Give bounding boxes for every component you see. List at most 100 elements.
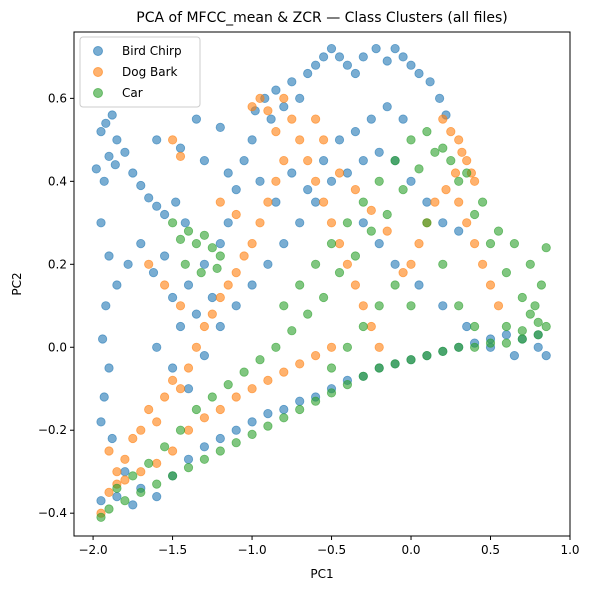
data-point <box>199 454 209 464</box>
data-point <box>196 267 206 278</box>
data-point <box>215 446 225 456</box>
data-point <box>152 458 162 468</box>
data-point <box>104 446 114 456</box>
x-tick-label: 0.0 <box>401 543 420 557</box>
data-point <box>358 52 368 62</box>
data-point <box>414 68 424 79</box>
data-point <box>279 239 289 249</box>
data-point <box>104 251 114 261</box>
data-point <box>485 338 496 348</box>
x-axis-label: PC1 <box>310 567 333 581</box>
data-point <box>279 93 289 104</box>
data-point <box>422 197 432 207</box>
data-point <box>207 243 217 253</box>
data-point <box>374 363 384 373</box>
data-point <box>509 239 520 249</box>
data-point <box>247 239 257 249</box>
data-point <box>350 185 360 195</box>
data-point <box>350 68 360 79</box>
data-point <box>136 467 146 477</box>
data-point <box>326 218 337 228</box>
legend-entry: Bird Chirp <box>122 44 182 58</box>
data-point <box>110 160 120 170</box>
legend-marker <box>93 88 103 98</box>
data-point <box>271 197 281 207</box>
y-tick-label: −0.2 <box>38 423 67 437</box>
data-point <box>175 425 186 435</box>
data-point <box>350 251 360 261</box>
data-point <box>168 218 178 228</box>
data-point <box>454 197 464 207</box>
data-point <box>501 321 511 332</box>
data-point <box>501 267 511 278</box>
data-point <box>517 334 527 344</box>
data-point <box>493 226 504 236</box>
data-point <box>136 487 146 497</box>
data-point <box>533 330 543 340</box>
data-point <box>271 85 281 95</box>
data-point <box>342 60 352 70</box>
x-axis-ticks: −2.0 −1.5 −1.0 −0.5 0.0 0.5 1.0 <box>79 536 580 557</box>
data-point <box>223 379 233 390</box>
data-point <box>485 280 496 290</box>
data-point <box>231 301 241 311</box>
data-point <box>144 193 154 203</box>
data-point <box>91 164 101 174</box>
data-point <box>438 301 448 311</box>
data-point <box>477 197 488 207</box>
data-point <box>279 156 289 166</box>
data-point <box>191 114 201 124</box>
data-point <box>239 367 249 377</box>
data-point <box>342 379 352 390</box>
y-tick-label: 0.6 <box>48 91 67 105</box>
data-point <box>462 156 472 166</box>
data-point <box>454 342 464 352</box>
data-point <box>390 359 400 369</box>
data-point <box>136 425 146 435</box>
data-point <box>183 363 194 373</box>
data-point <box>371 43 381 54</box>
data-point <box>446 127 456 137</box>
data-point <box>160 280 170 290</box>
x-tick-label: −0.5 <box>317 543 346 557</box>
data-point <box>152 479 162 489</box>
data-point <box>517 326 527 336</box>
data-point <box>398 52 408 62</box>
data-point <box>168 292 178 303</box>
data-point <box>382 209 392 220</box>
data-point <box>374 301 384 311</box>
data-point <box>191 404 201 415</box>
data-point <box>152 417 162 427</box>
data-point <box>430 197 440 207</box>
data-point <box>406 355 416 365</box>
data-point <box>509 350 520 361</box>
data-point <box>263 197 273 207</box>
data-point <box>199 350 209 361</box>
data-point <box>183 425 194 435</box>
data-point <box>168 135 178 145</box>
data-point <box>171 197 181 207</box>
y-axis-ticks: −0.4 −0.2 0.0 0.2 0.4 0.6 <box>38 91 74 520</box>
data-point <box>247 429 257 439</box>
data-point <box>358 301 368 311</box>
data-point <box>279 102 289 112</box>
data-point <box>247 135 257 145</box>
data-point <box>99 392 109 402</box>
data-point <box>112 280 122 290</box>
data-point <box>175 143 186 153</box>
data-point <box>438 346 448 356</box>
data-point <box>207 292 217 303</box>
data-point <box>271 127 281 137</box>
data-point <box>398 267 408 278</box>
data-point <box>175 151 186 161</box>
legend-marker <box>93 67 103 77</box>
data-point <box>295 404 305 415</box>
data-point <box>128 433 138 444</box>
data-point <box>168 375 178 385</box>
data-point <box>457 147 467 157</box>
data-point <box>239 251 249 261</box>
data-point <box>303 185 313 195</box>
data-point <box>266 114 276 124</box>
data-point <box>414 239 424 249</box>
data-point <box>287 114 297 124</box>
